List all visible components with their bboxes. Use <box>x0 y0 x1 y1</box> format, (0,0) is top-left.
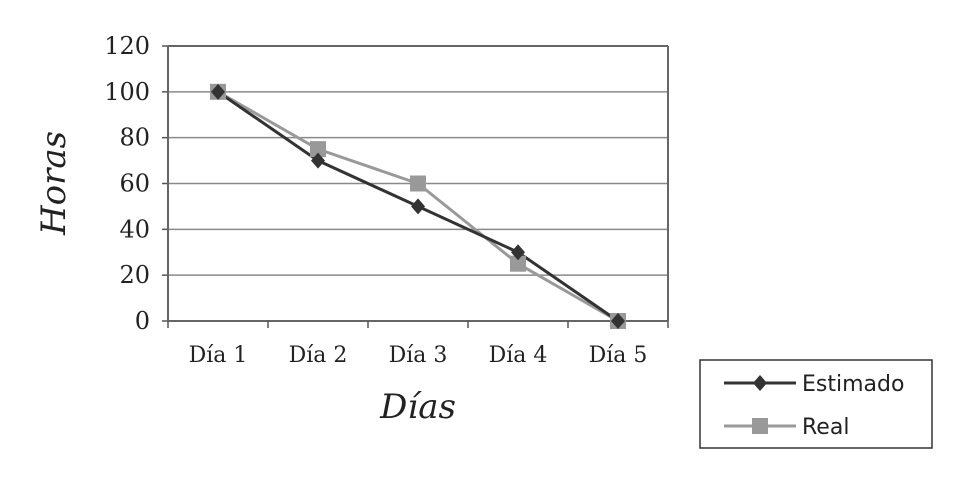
marker-real-4 <box>510 255 526 272</box>
legend-marker-estimado <box>753 375 767 391</box>
legend: Estimado Real <box>699 359 933 449</box>
x-tick-label: Día 1 <box>189 343 248 368</box>
y-tick-label: 120 <box>104 32 150 60</box>
marker-estimado-5 <box>611 313 625 329</box>
x-axis-title: Días <box>379 387 456 427</box>
y-tick-label: 40 <box>119 215 150 243</box>
x-tick-label: Día 4 <box>489 343 548 368</box>
legend-box <box>699 359 933 449</box>
marker-real-2 <box>310 141 326 158</box>
legend-marker-real <box>752 418 768 434</box>
marker-estimado-3 <box>411 198 425 215</box>
marker-estimado-4 <box>511 244 525 261</box>
gridlines <box>168 45 668 276</box>
legend-entries: Estimado Real <box>724 372 904 440</box>
y-tick-label: 100 <box>104 78 150 106</box>
y-axis-title: Horas <box>34 131 74 236</box>
legend-label-real: Real <box>802 415 849 440</box>
y-tick-label: 80 <box>119 124 150 152</box>
marker-real-3 <box>410 175 426 192</box>
y-tick-label: 0 <box>135 307 150 335</box>
x-tick-label: Día 5 <box>589 343 648 368</box>
y-tick-label: 20 <box>119 261 150 289</box>
marker-estimado-1 <box>211 83 225 100</box>
legend-label-estimado: Estimado <box>802 372 904 397</box>
marker-estimado-2 <box>311 152 325 169</box>
x-tick-label: Día 2 <box>289 343 348 368</box>
x-tick-label: Día 3 <box>389 343 448 368</box>
axes <box>162 45 669 328</box>
y-tick-label: 60 <box>119 170 150 198</box>
tick-labels: 0 20 40 60 80 100 120 Día 1 Día 2 Día 3 Día 4 Día 5 <box>104 32 647 368</box>
series-markers <box>210 83 626 329</box>
